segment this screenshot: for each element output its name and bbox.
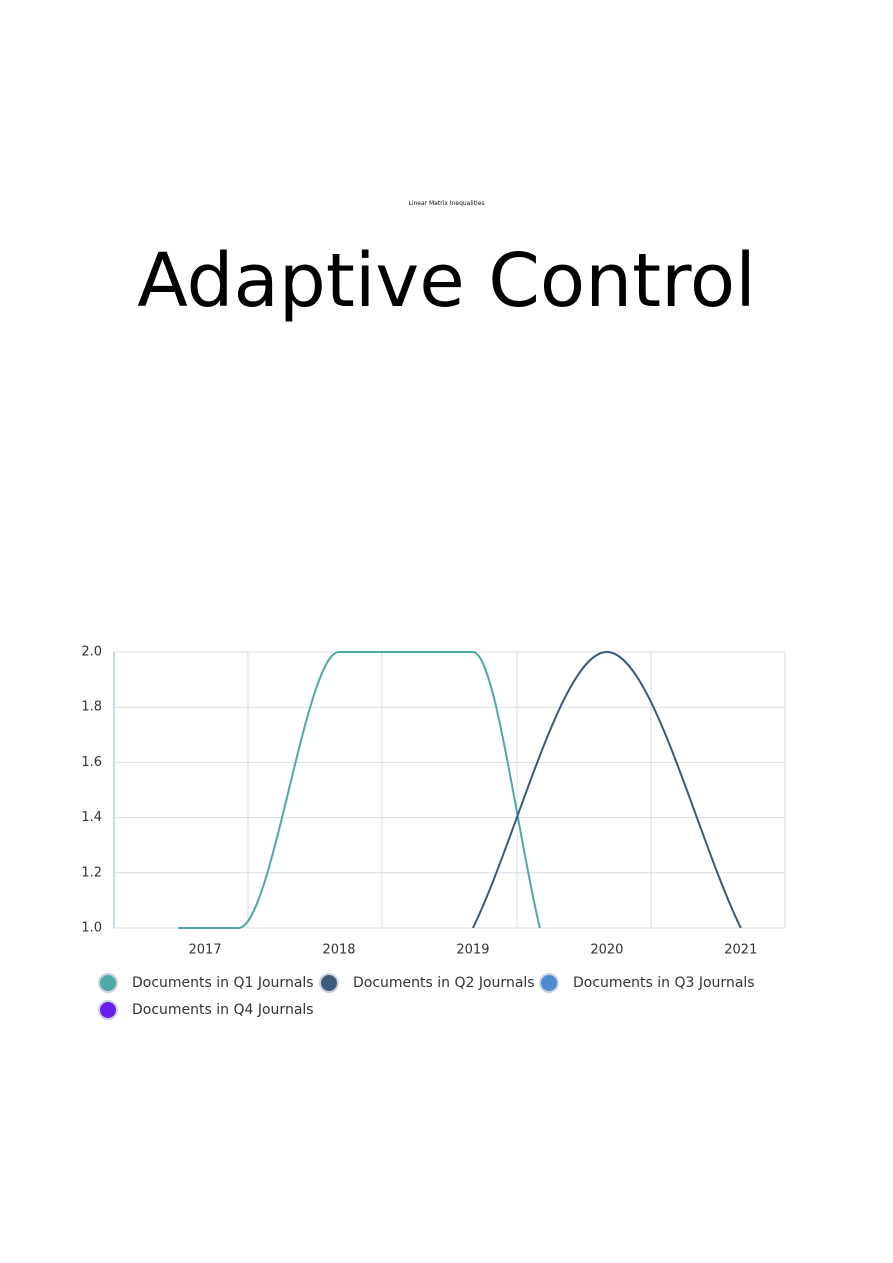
legend-marker <box>539 973 559 993</box>
title: Adaptive Control <box>137 238 756 324</box>
y-tick-label: 1.6 <box>81 755 102 770</box>
series-line <box>472 650 742 929</box>
legend-marker <box>98 973 118 993</box>
plot-border <box>113 651 786 929</box>
x-tick-label: 2021 <box>724 943 757 958</box>
x-tick-label: 2017 <box>189 943 222 958</box>
legend-label: Documents in Q3 Journals <box>573 975 755 991</box>
legend-marker <box>98 1000 118 1020</box>
y-tick-label: 1.4 <box>81 810 102 825</box>
y-tick-label: 1.2 <box>81 865 102 880</box>
y-tick-label: 1.0 <box>81 921 102 936</box>
x-tick-label: 2018 <box>322 943 355 958</box>
y-tick-label: 2.0 <box>81 645 102 660</box>
legend-label: Documents in Q4 Journals <box>132 1002 314 1018</box>
subtitle: Linear Matrix Inequalities <box>408 200 485 207</box>
legend-label: Documents in Q1 Journals <box>132 975 314 991</box>
y-tick-label: 1.8 <box>81 700 102 715</box>
x-tick-label: 2019 <box>456 943 489 958</box>
legend-marker <box>319 973 339 993</box>
x-tick-label: 2020 <box>590 943 623 958</box>
legend-label: Documents in Q2 Journals <box>353 975 535 991</box>
series-line <box>178 650 541 929</box>
